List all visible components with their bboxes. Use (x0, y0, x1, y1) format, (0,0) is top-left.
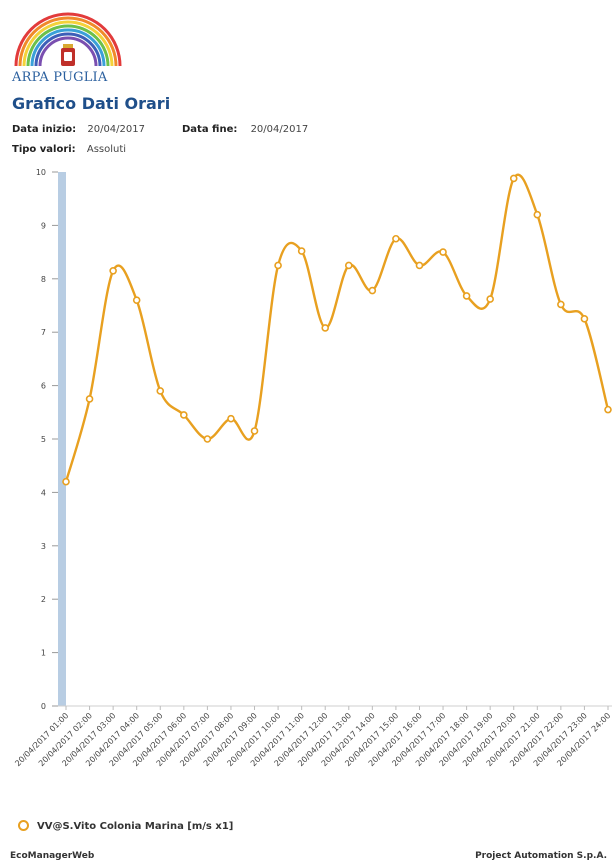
end-date-row: Data fine: 20/04/2017 (182, 124, 308, 135)
data-point (297, 247, 306, 255)
data-point (462, 292, 471, 300)
footer-left: EcoManagerWeb (10, 851, 95, 861)
start-date-row: Data inizio: 20/04/2017 (12, 124, 145, 135)
data-point (368, 286, 377, 295)
data-point (62, 477, 70, 486)
y-tick-label: 1 (41, 649, 46, 658)
y-tick-label: 6 (41, 382, 46, 391)
y-tick-label: 2 (41, 595, 46, 604)
value-type-label: Tipo valori: (12, 144, 76, 155)
data-point (392, 234, 400, 243)
data-point (203, 435, 212, 443)
data-point (604, 405, 612, 414)
y-tick-label: 8 (41, 275, 46, 284)
data-point (156, 387, 165, 395)
footer-right: Project Automation S.p.A. (475, 851, 607, 861)
data-point (109, 266, 117, 275)
y-tick-label: 7 (41, 328, 46, 337)
legend-marker-icon (18, 820, 29, 831)
y-tick-label: 5 (41, 435, 46, 444)
data-point (227, 414, 235, 423)
y-tick-label: 9 (41, 221, 46, 230)
page-title: Grafico Dati Orari (12, 94, 171, 113)
y-tick-label: 4 (41, 488, 46, 497)
data-point (486, 295, 494, 303)
series-line (64, 173, 610, 483)
arpa-logo (8, 6, 128, 92)
data-point (274, 261, 282, 270)
value-type-value: Assoluti (86, 144, 127, 155)
y-tick-label: 0 (41, 702, 46, 711)
data-point (580, 315, 589, 323)
legend-label: VV@S.Vito Colonia Marina [m/s x1] (37, 821, 234, 832)
data-point (344, 261, 353, 270)
data-point (557, 300, 565, 309)
value-type-row: Tipo valori: Assoluti (12, 144, 126, 155)
end-date-label: Data fine: (182, 124, 238, 135)
y-tick-label: 3 (41, 542, 46, 551)
data-point (85, 395, 94, 403)
end-date-value: 20/04/2017 (250, 124, 309, 135)
data-point (439, 248, 447, 256)
data-point (509, 174, 518, 183)
data-point (533, 210, 542, 219)
data-point (132, 296, 141, 304)
start-date-value: 20/04/2017 (87, 124, 145, 135)
data-point (180, 411, 188, 419)
y-tick-label: 10 (36, 168, 46, 177)
start-date-label: Data inizio: (12, 124, 77, 135)
data-point (415, 261, 424, 270)
rainbow-logo-icon (14, 12, 122, 67)
y-axis-band (58, 172, 66, 706)
data-point (321, 324, 330, 332)
legend[interactable]: VV@S.Vito Colonia Marina [m/s x1] (18, 820, 233, 832)
data-point (250, 427, 259, 435)
brand-name: ARPA PUGLIA (12, 70, 108, 85)
